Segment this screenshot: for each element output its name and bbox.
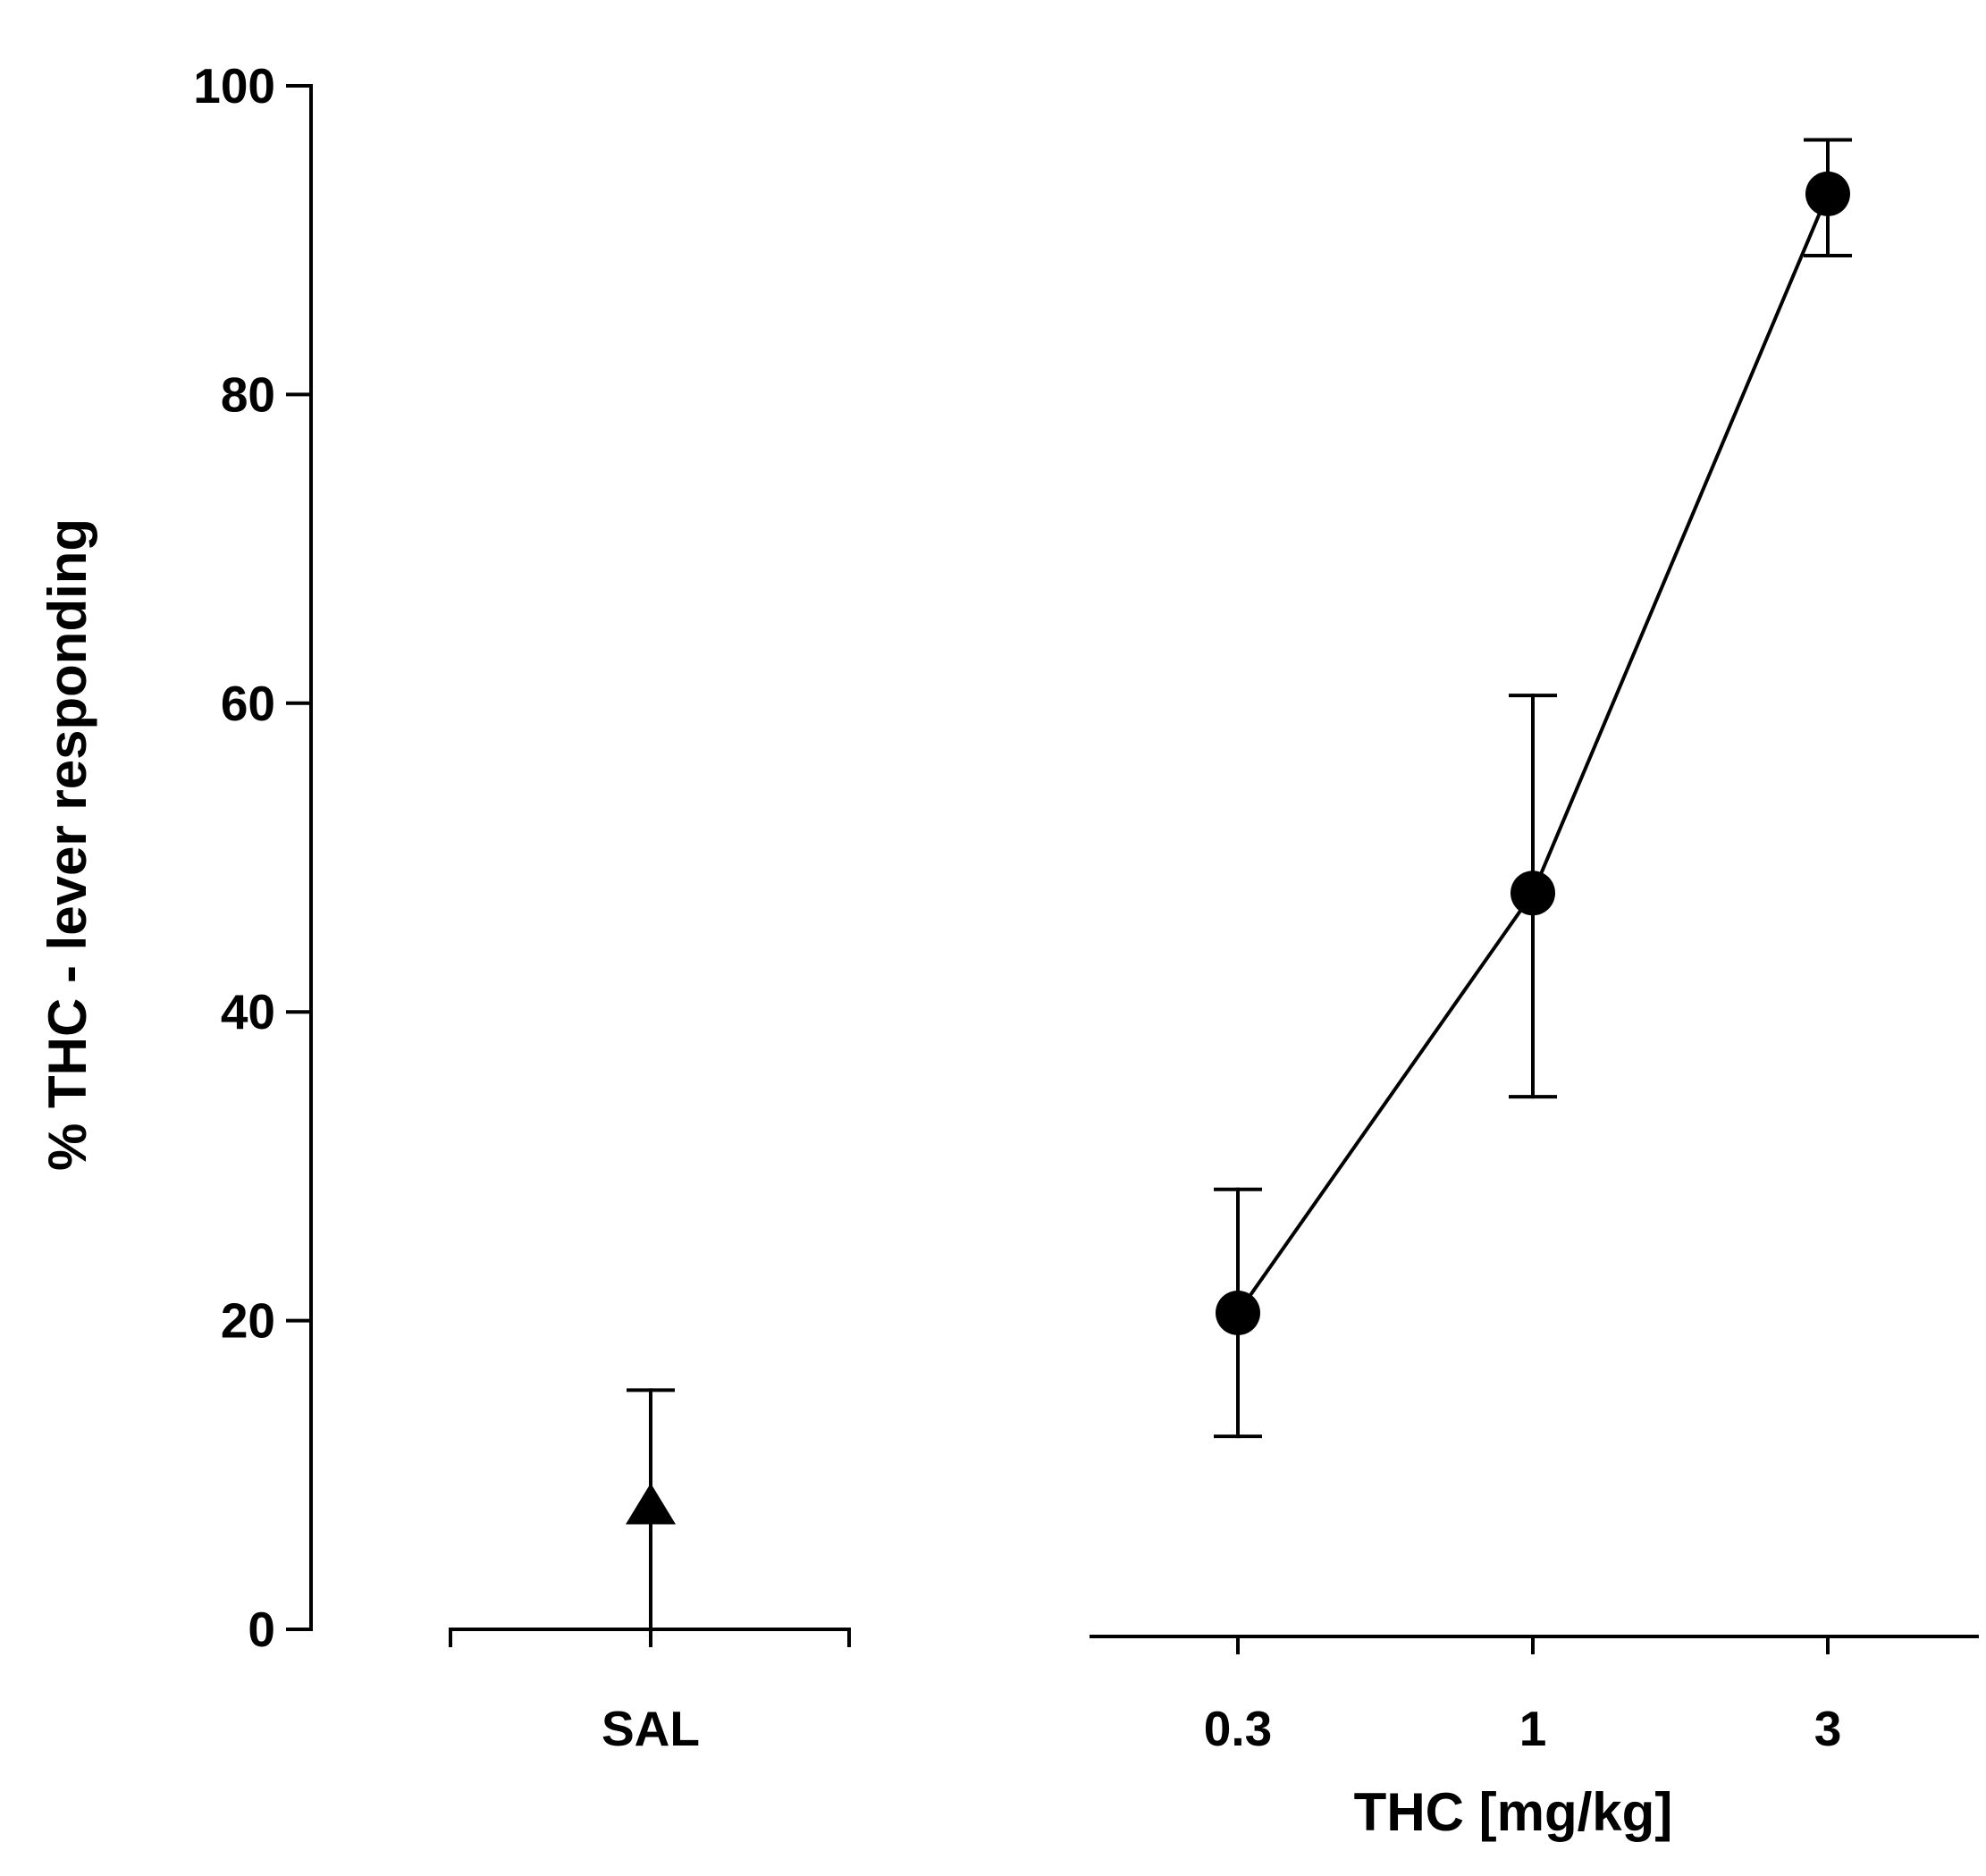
data-point-circle-icon [1511,871,1555,916]
x-tick-label-sal: SAL [602,1701,700,1756]
x-tick-label: 0.3 [1204,1701,1272,1756]
y-tick-label: 20 [221,1293,275,1349]
x-axis-title: THC [mg/kg] [1354,1782,1673,1842]
axes: 0 20 40 60 80 100 SAL 0.3 1 3 [193,58,1979,1756]
triangle-icon [626,1483,676,1525]
data-marks [626,138,1852,1631]
y-tick-label: 0 [248,1602,275,1657]
y-tick-label: 60 [221,676,275,731]
y-tick-label: 100 [193,58,275,114]
data-point-circle-icon [1216,1290,1260,1335]
y-axis-title: % THC - lever responding [38,518,97,1171]
y-tick-label: 80 [221,366,275,422]
data-point-circle-icon [1805,171,1850,216]
x-tick-label: 1 [1519,1701,1547,1756]
y-tick-label: 40 [221,984,275,1039]
x-tick-label: 3 [1814,1701,1842,1756]
